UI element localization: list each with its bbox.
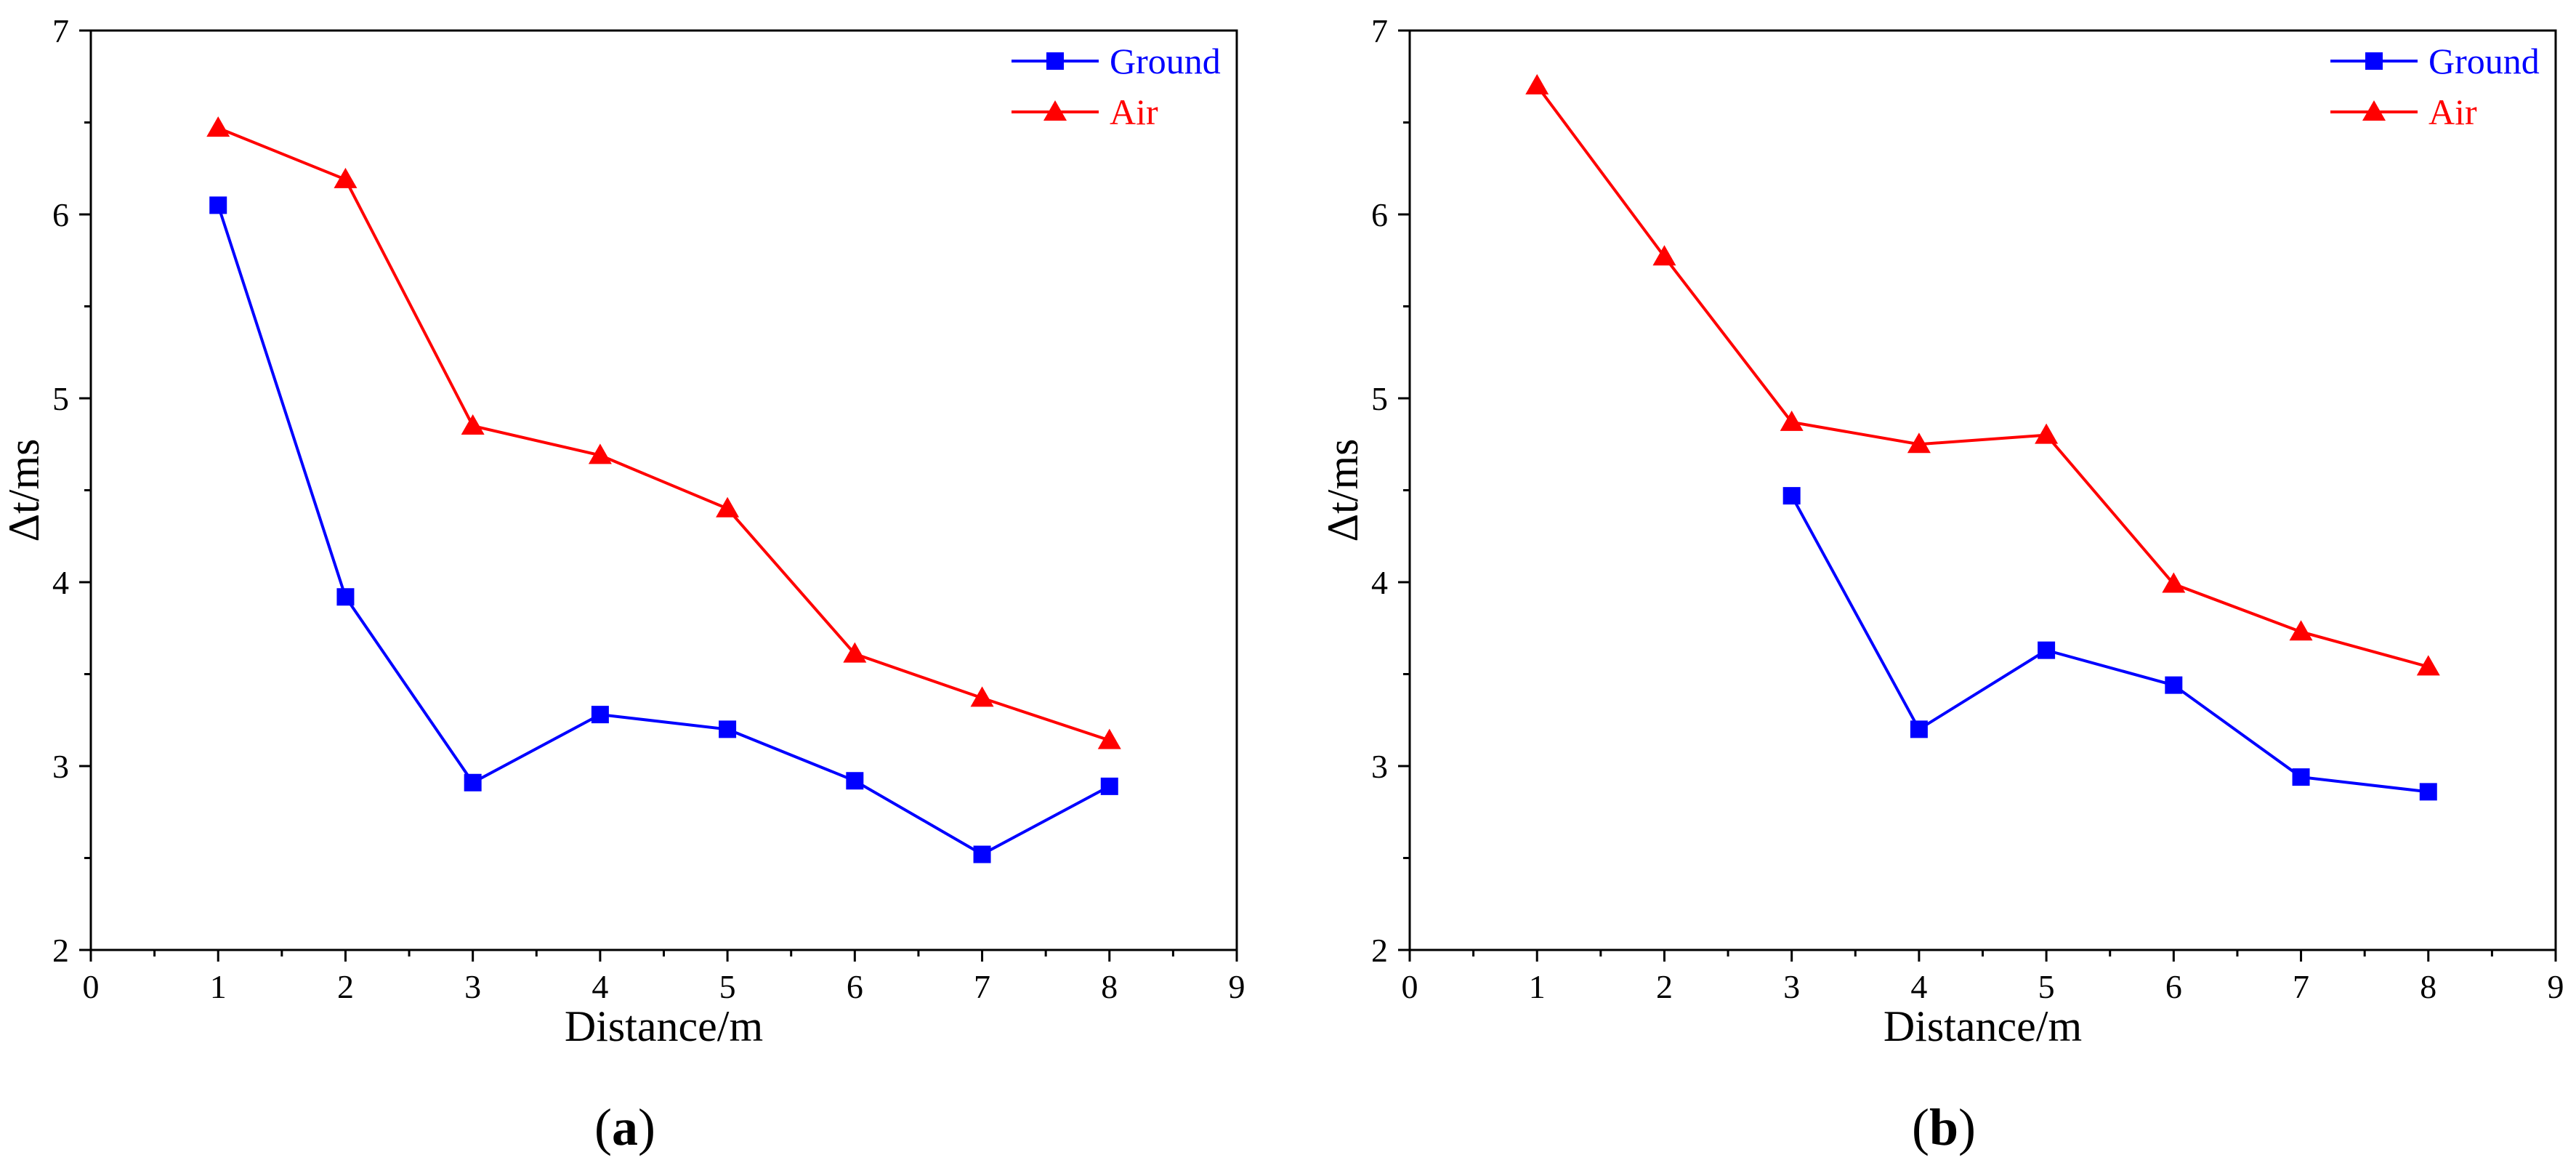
panel-label-open-paren: ( — [594, 1098, 612, 1156]
legend-label-ground: Ground — [1110, 41, 1221, 81]
x-tick-label: 2 — [1656, 968, 1673, 1005]
x-tick-label: 6 — [847, 968, 863, 1005]
legend-label-ground: Ground — [2428, 41, 2540, 81]
x-tick-label: 9 — [2548, 968, 2564, 1005]
y-tick-label: 2 — [1371, 932, 1388, 969]
data-point-air — [206, 116, 230, 137]
legend-label-air: Air — [1110, 92, 1158, 132]
data-point-ground — [1782, 487, 1801, 505]
y-axis-title: Δt/ms — [0, 439, 48, 542]
plot-frame — [89, 29, 1238, 951]
x-tick-label: 3 — [464, 968, 481, 1005]
x-tick-label: 2 — [337, 968, 354, 1005]
data-point-ground — [2419, 783, 2437, 801]
data-point-ground — [336, 588, 355, 606]
x-tick-label: 9 — [1229, 968, 1245, 1005]
panel-b: 0 1 2 3 4 5 6 7 8 9 2 3 4 5 6 7 Distance/m Δt/ms Ground Air… — [1319, 12, 2564, 1156]
y-tick-label: 5 — [52, 380, 69, 417]
data-point-ground — [719, 720, 737, 738]
y-tick-label: 6 — [52, 196, 69, 233]
legend-marker-air — [2362, 100, 2386, 121]
data-point-air — [1652, 245, 1676, 266]
panel-label-close-paren: ) — [1958, 1098, 1976, 1156]
data-point-air — [461, 414, 485, 435]
data-point-ground — [209, 196, 227, 214]
x-tick-label: 8 — [2420, 968, 2436, 1005]
x-tick-label: 1 — [210, 968, 227, 1005]
series-line-air — [217, 126, 1110, 742]
panel-label-close-paren: ) — [638, 1098, 655, 1156]
data-point-air — [588, 443, 612, 464]
y-tick-label: 7 — [52, 12, 69, 49]
panel-label-letter: a — [612, 1098, 638, 1156]
data-point-ground — [2038, 641, 2056, 659]
x-tick-label: 6 — [2165, 968, 2182, 1005]
y-tick-label: 4 — [1371, 564, 1388, 601]
y-tick-label: 6 — [1371, 196, 1388, 233]
data-point-ground — [1100, 777, 1118, 795]
plot-frame — [1408, 29, 2557, 951]
y-tick-label: 3 — [1371, 748, 1388, 785]
data-point-air — [334, 167, 358, 188]
panel-label-letter: b — [1929, 1098, 1958, 1156]
panel-label: (a) — [594, 1098, 655, 1156]
data-point-ground — [2292, 768, 2310, 786]
x-tick-label: 0 — [1402, 968, 1418, 1005]
data-point-ground — [973, 845, 991, 863]
panel-a: 0 1 2 3 4 5 6 7 8 9 2 3 4 5 6 7 Distance/m Δt/ms Ground Air… — [0, 12, 1245, 1156]
x-axis-title: Distance/m — [565, 1002, 763, 1050]
x-tick-label: 4 — [591, 968, 608, 1005]
x-tick-label: 1 — [1529, 968, 1546, 1005]
data-point-air — [1907, 432, 1931, 454]
y-axis-title: Δt/ms — [1319, 439, 1367, 542]
legend-marker-ground — [2365, 52, 2383, 70]
y-tick-label: 7 — [1371, 12, 1388, 49]
data-point-air — [1525, 73, 1549, 94]
data-point-ground — [591, 706, 609, 724]
data-point-ground — [464, 773, 482, 792]
data-point-air — [716, 496, 740, 517]
x-tick-label: 5 — [2038, 968, 2055, 1005]
series-line-ground — [217, 204, 1110, 856]
data-point-air — [2035, 423, 2059, 444]
series-line-air — [1535, 84, 2429, 669]
x-tick-label: 5 — [719, 968, 736, 1005]
legend-label-air: Air — [2428, 92, 2477, 132]
data-point-ground — [2165, 676, 2183, 694]
data-point-air — [1097, 728, 1121, 749]
data-point-air — [843, 642, 867, 663]
data-point-ground — [1910, 720, 1928, 738]
panel-label: (b) — [1912, 1098, 1976, 1156]
y-tick-label: 4 — [52, 564, 69, 601]
x-tick-label: 8 — [1101, 968, 1118, 1005]
y-tick-label: 3 — [52, 748, 69, 785]
y-tick-label: 2 — [52, 932, 69, 969]
data-point-air — [2162, 572, 2186, 593]
data-point-air — [1780, 410, 1804, 431]
panel-label-open-paren: ( — [1912, 1098, 1929, 1156]
x-tick-label: 3 — [1783, 968, 1800, 1005]
data-point-air — [970, 686, 994, 707]
y-tick-label: 5 — [1371, 380, 1388, 417]
x-tick-label: 0 — [83, 968, 100, 1005]
data-point-ground — [846, 772, 864, 790]
x-tick-label: 7 — [2293, 968, 2309, 1005]
data-point-air — [2416, 655, 2440, 676]
legend-marker-ground — [1046, 52, 1064, 70]
legend-marker-air — [1043, 100, 1067, 121]
x-axis-title: Distance/m — [1883, 1002, 2082, 1050]
x-tick-label: 7 — [974, 968, 990, 1005]
data-point-air — [2289, 620, 2313, 641]
x-tick-label: 4 — [1910, 968, 1927, 1005]
series-line-ground — [1790, 495, 2429, 794]
